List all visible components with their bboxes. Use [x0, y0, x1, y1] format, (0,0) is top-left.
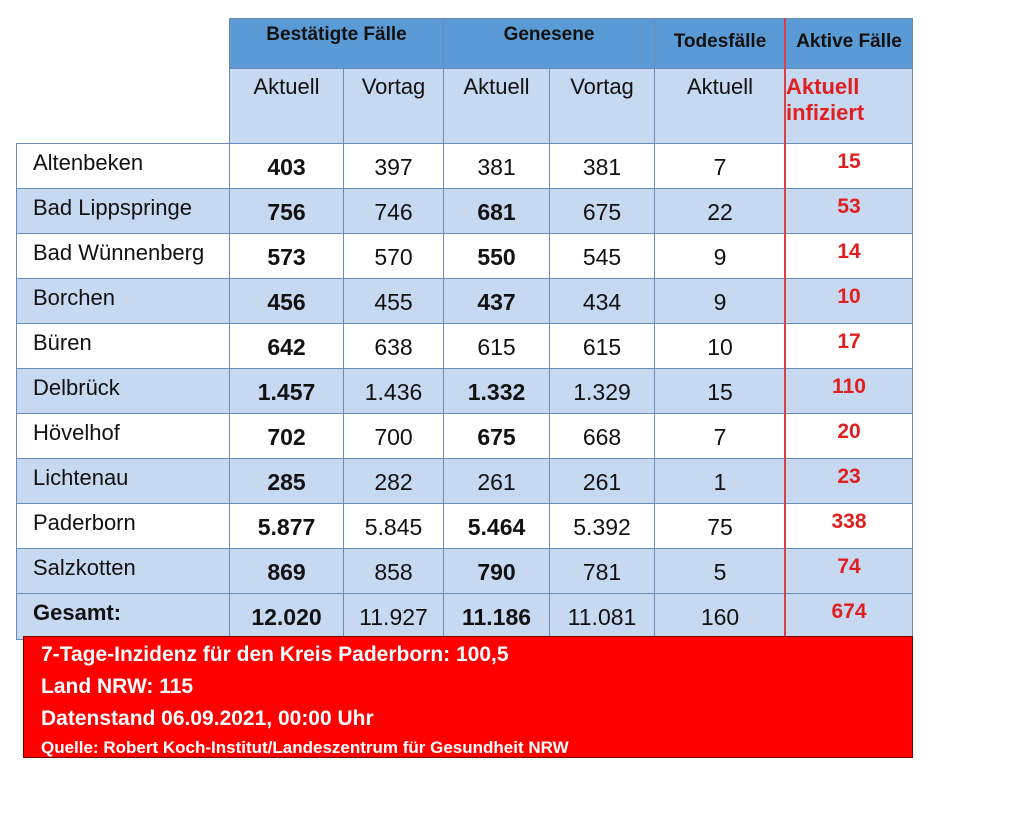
- row-aktiv: 53: [785, 188, 913, 234]
- row-gen-akt: 790: [443, 548, 550, 594]
- footer-quelle: Quelle: Robert Koch-Institut/Landeszentr…: [41, 738, 569, 757]
- header-bestaetigte-faelle: Bestätigte Fälle: [229, 18, 444, 69]
- row-best-akt: 702: [229, 413, 344, 459]
- row-gen-akt: 681: [443, 188, 550, 234]
- row-tod: 5: [654, 548, 786, 594]
- subheader-genesene-vortag: Vortag: [549, 68, 655, 144]
- row-gen-vor: 545: [549, 233, 655, 279]
- row-name: Borchen: [16, 278, 230, 324]
- row-best-vor: 282: [343, 458, 444, 504]
- row-tod: 75: [654, 503, 786, 549]
- total-aktiv: 674: [785, 593, 913, 640]
- footer-land-nrw: Land NRW: 115: [41, 675, 194, 698]
- row-best-vor: 700: [343, 413, 444, 459]
- row-name: Altenbeken: [16, 143, 230, 189]
- row-tod: 10: [654, 323, 786, 369]
- row-aktiv: 338: [785, 503, 913, 549]
- row-best-vor: 455: [343, 278, 444, 324]
- total-tod: 160: [654, 593, 786, 640]
- row-name: Lichtenau: [16, 458, 230, 504]
- row-best-akt: 5.877: [229, 503, 344, 549]
- row-gen-vor: 781: [549, 548, 655, 594]
- row-gen-akt: 261: [443, 458, 550, 504]
- row-gen-vor: 261: [549, 458, 655, 504]
- row-tod: 1: [654, 458, 786, 504]
- row-name: Büren: [16, 323, 230, 369]
- row-best-akt: 869: [229, 548, 344, 594]
- row-aktiv: 10: [785, 278, 913, 324]
- row-name: Bad Lippspringe: [16, 188, 230, 234]
- row-tod: 22: [654, 188, 786, 234]
- row-gen-akt: 5.464: [443, 503, 550, 549]
- row-aktiv: 110: [785, 368, 913, 414]
- row-gen-vor: 615: [549, 323, 655, 369]
- total-gen-vor: 11.081: [549, 593, 655, 640]
- row-best-vor: 5.845: [343, 503, 444, 549]
- row-aktiv: 14: [785, 233, 913, 279]
- row-best-vor: 858: [343, 548, 444, 594]
- row-gen-akt: 675: [443, 413, 550, 459]
- row-best-akt: 1.457: [229, 368, 344, 414]
- row-best-vor: 397: [343, 143, 444, 189]
- row-gen-vor: 668: [549, 413, 655, 459]
- row-best-akt: 642: [229, 323, 344, 369]
- row-gen-akt: 437: [443, 278, 550, 324]
- aktuell-infiziert-line2: infiziert: [786, 100, 865, 125]
- red-divider-line: [784, 18, 786, 636]
- row-aktiv: 74: [785, 548, 913, 594]
- row-gen-akt: 381: [443, 143, 550, 189]
- row-best-akt: 573: [229, 233, 344, 279]
- row-gen-akt: 550: [443, 233, 550, 279]
- row-gen-vor: 5.392: [549, 503, 655, 549]
- header-todesfaelle: Todesfälle: [654, 18, 786, 69]
- row-best-vor: 1.436: [343, 368, 444, 414]
- row-best-akt: 756: [229, 188, 344, 234]
- row-gen-akt: 615: [443, 323, 550, 369]
- row-aktiv: 20: [785, 413, 913, 459]
- row-aktiv: 17: [785, 323, 913, 369]
- row-name: Hövelhof: [16, 413, 230, 459]
- row-gen-akt: 1.332: [443, 368, 550, 414]
- row-best-akt: 285: [229, 458, 344, 504]
- total-best-akt: 12.020: [229, 593, 344, 640]
- total-best-vor: 11.927: [343, 593, 444, 640]
- row-tod: 7: [654, 143, 786, 189]
- header-aktive-faelle: Aktive Fälle: [785, 18, 913, 69]
- row-best-vor: 746: [343, 188, 444, 234]
- subheader-genesene-aktuell: Aktuell: [443, 68, 550, 144]
- row-best-akt: 456: [229, 278, 344, 324]
- total-gen-akt: 11.186: [443, 593, 550, 640]
- row-best-vor: 570: [343, 233, 444, 279]
- row-tod: 9: [654, 278, 786, 324]
- footer-inzidenz-kreis: 7-Tage-Inzidenz für den Kreis Paderborn:…: [41, 643, 509, 666]
- subheader-aktuell-infiziert: Aktuell infiziert: [785, 68, 913, 144]
- row-aktiv: 23: [785, 458, 913, 504]
- row-tod: 15: [654, 368, 786, 414]
- subheader-todesfaelle-aktuell: Aktuell: [654, 68, 786, 144]
- row-name: Salzkotten: [16, 548, 230, 594]
- row-name: Bad Wünnenberg: [16, 233, 230, 279]
- row-best-akt: 403: [229, 143, 344, 189]
- row-aktiv: 15: [785, 143, 913, 189]
- row-gen-vor: 1.329: [549, 368, 655, 414]
- row-name: Paderborn: [16, 503, 230, 549]
- row-best-vor: 638: [343, 323, 444, 369]
- footer-info-box: 7-Tage-Inzidenz für den Kreis Paderborn:…: [23, 636, 913, 758]
- row-tod: 9: [654, 233, 786, 279]
- row-tod: 7: [654, 413, 786, 459]
- row-name: Delbrück: [16, 368, 230, 414]
- header-genesene: Genesene: [443, 18, 655, 69]
- row-gen-vor: 434: [549, 278, 655, 324]
- row-gen-vor: 381: [549, 143, 655, 189]
- subheader-bestaetigt-vortag: Vortag: [343, 68, 444, 144]
- aktuell-infiziert-line1: Aktuell: [786, 74, 860, 99]
- row-gen-vor: 675: [549, 188, 655, 234]
- footer-datenstand: Datenstand 06.09.2021, 00:00 Uhr: [41, 707, 374, 730]
- subheader-bestaetigt-aktuell: Aktuell: [229, 68, 344, 144]
- total-name: Gesamt:: [16, 593, 230, 640]
